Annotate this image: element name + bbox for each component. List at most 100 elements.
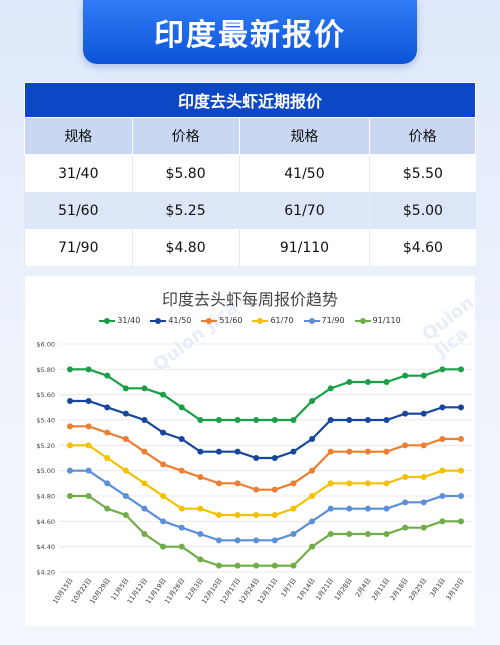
data-point [104,480,111,487]
data-point [67,467,73,474]
y-tick-label: $6.00 [36,341,55,349]
data-point [104,404,111,411]
data-point [122,512,129,518]
legend-swatch [252,317,269,325]
table-cell: $4.80 [131,229,240,266]
data-point [85,398,92,404]
data-point [290,562,297,569]
data-point [215,417,222,423]
legend-item: 51/60 [201,316,242,325]
data-point [85,366,92,373]
y-tick-label: $4.80 [36,493,55,501]
data-point [271,455,278,461]
data-point [327,385,334,392]
data-point [364,480,371,487]
data-point [458,366,464,373]
data-point [160,391,167,398]
data-point [85,493,92,499]
data-point [346,448,353,455]
chart-legend: 31/40 41/50 51/60 61/70 71/90 91/110 [25,316,475,325]
data-point [420,524,427,531]
series-line [70,399,461,460]
data-point [141,448,148,455]
data-point [402,474,409,480]
data-point [309,436,316,442]
data-point [439,404,446,411]
y-tick-label: $4.20 [36,569,55,577]
data-point [67,423,73,430]
data-point [309,543,316,550]
data-point [85,467,92,474]
data-point [383,417,390,423]
data-point [215,562,222,569]
data-point [197,505,204,512]
data-point [383,448,390,455]
table-row: 31/40 $5.80 41/50 $5.50 [24,154,476,192]
data-point [327,531,334,537]
x-tick-label: 3月3日 [428,577,447,599]
data-point [346,505,353,512]
data-point [178,524,185,531]
legend-item: 71/90 [303,316,345,325]
data-point [346,379,353,385]
data-point [253,417,260,423]
line-chart: $4.20 $4.40 $4.60 $4.80 $5.00 $5.20 $5.40 $5.60… [36,341,472,605]
data-point [271,537,278,544]
data-point [364,417,371,423]
x-tick-label: 1月21日 [314,577,335,602]
data-point [402,410,409,417]
table-cell: 41/50 [238,154,370,192]
data-point [271,512,278,518]
data-point [364,505,371,512]
data-point [402,499,409,506]
data-point [309,398,316,404]
legend-item: 91/110 [354,316,401,325]
chart-title: 印度去头虾每周报价趋势 [161,290,338,309]
series-line [70,368,461,422]
data-point [383,379,390,385]
data-point [458,467,464,474]
data-point [271,562,278,569]
data-point [178,543,185,550]
legend-label: 31/40 [117,316,141,325]
data-point [141,385,148,392]
data-point [197,531,204,537]
data-point [309,467,316,474]
data-point [346,531,353,537]
table-cell: $5.80 [131,154,240,192]
data-point [160,493,167,499]
data-point [104,372,111,379]
series-line [70,425,461,491]
data-point [122,410,129,417]
data-point [104,429,111,436]
data-point [215,537,222,544]
price-table: 印度去头虾近期报价 规格 价格 规格 价格 31/40 $5.80 41/50 … [24,82,476,266]
column-header-spec: 规格 [238,117,371,155]
data-point [104,455,111,461]
data-point [327,505,334,512]
table-cell: 71/90 [24,229,133,266]
data-point [290,505,297,512]
data-point [141,531,148,537]
x-tick-label: 1月28日 [333,577,354,602]
column-header-spec: 规格 [24,117,133,155]
data-point [458,493,464,499]
data-point [104,505,111,512]
data-point [178,467,185,474]
data-point [420,372,427,379]
y-tick-label: $5.80 [36,366,55,374]
data-point [67,366,73,373]
data-point [253,562,260,569]
data-point [383,531,390,537]
x-tick-label: 2月18日 [389,577,410,602]
legend-item: 41/50 [150,316,191,325]
table-cell: 51/60 [24,192,133,229]
data-point [197,474,204,480]
legend-label: 41/50 [168,316,192,325]
data-point [234,448,241,455]
data-point [215,448,222,455]
table-row: 51/60 $5.25 61/70 $5.00 [24,192,476,229]
x-tick-label: 1月7日 [279,577,298,599]
data-point [215,512,222,518]
data-point [290,531,297,537]
